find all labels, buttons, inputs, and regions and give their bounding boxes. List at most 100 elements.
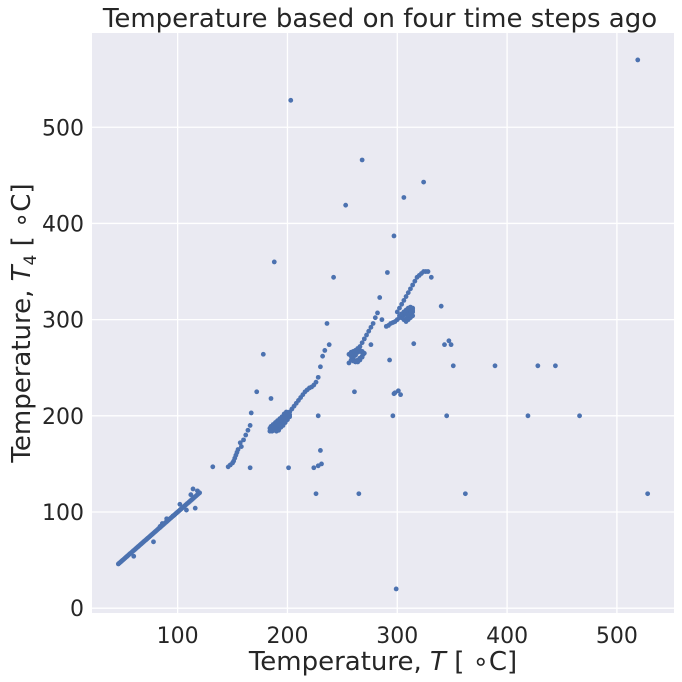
data-point xyxy=(370,321,376,326)
x-tick-label: 400 xyxy=(486,624,528,649)
data-point xyxy=(151,539,156,545)
data-point xyxy=(359,340,365,346)
data-point xyxy=(318,364,323,370)
data-point xyxy=(401,297,407,303)
data-point xyxy=(237,440,243,446)
data-point xyxy=(410,305,416,311)
data-point xyxy=(446,338,452,344)
data-points xyxy=(115,57,651,592)
data-point xyxy=(245,427,251,433)
data-point xyxy=(326,342,332,348)
data-point xyxy=(395,388,401,394)
data-point xyxy=(248,410,254,416)
data-point xyxy=(361,336,367,342)
data-point xyxy=(188,492,194,498)
data-point xyxy=(372,315,378,321)
data-point xyxy=(260,351,266,357)
data-point xyxy=(356,491,362,497)
y-tick-label: 100 xyxy=(42,501,84,526)
y-axis-title: Temperature, T4 [ ∘C] xyxy=(7,183,41,463)
data-point xyxy=(405,290,411,296)
x-tick-labels: 100 200 300 400 500 xyxy=(157,624,638,649)
data-point xyxy=(170,513,176,519)
data-point xyxy=(403,294,409,299)
data-point xyxy=(393,586,399,592)
data-point xyxy=(159,521,165,526)
x-tick-label: 100 xyxy=(157,624,199,649)
data-point xyxy=(397,305,402,311)
data-point xyxy=(411,341,417,347)
data-point xyxy=(177,501,183,507)
x-tick-label: 200 xyxy=(266,624,308,649)
data-point xyxy=(192,505,198,511)
data-point xyxy=(462,491,468,497)
data-point xyxy=(350,358,356,364)
data-point xyxy=(210,464,216,470)
data-point xyxy=(313,491,319,497)
data-point xyxy=(391,233,397,239)
data-point xyxy=(379,317,385,323)
data-point xyxy=(247,465,253,471)
y-tick-label: 400 xyxy=(42,212,84,237)
data-point xyxy=(190,486,196,492)
data-point xyxy=(368,342,374,348)
data-point xyxy=(399,301,405,307)
data-point xyxy=(401,195,407,200)
data-point xyxy=(274,428,279,434)
data-point xyxy=(410,309,416,315)
data-point xyxy=(254,389,260,395)
data-point xyxy=(352,389,357,395)
data-point xyxy=(377,295,383,300)
data-point xyxy=(645,491,651,497)
data-point xyxy=(438,303,444,309)
data-point xyxy=(384,270,390,275)
data-point xyxy=(450,363,456,369)
data-point xyxy=(331,274,336,280)
y-tick-label: 300 xyxy=(42,309,84,334)
data-point xyxy=(318,448,323,453)
data-point xyxy=(247,423,253,428)
data-point xyxy=(322,348,328,353)
data-point xyxy=(311,465,317,471)
data-point xyxy=(442,342,447,348)
data-point xyxy=(315,374,321,380)
y-tick-label: 0 xyxy=(70,597,84,622)
data-point xyxy=(444,413,450,419)
data-point xyxy=(428,274,434,280)
data-point xyxy=(195,488,200,494)
data-point xyxy=(357,344,363,349)
data-point xyxy=(364,332,369,338)
x-axis-title: Temperature, T [ ∘C] xyxy=(248,647,517,677)
data-point xyxy=(184,507,189,513)
data-point xyxy=(410,282,416,288)
data-point xyxy=(313,379,319,385)
data-point xyxy=(403,319,409,324)
y-tick-label: 500 xyxy=(42,116,84,141)
data-point xyxy=(241,437,246,443)
y-tick-label: 200 xyxy=(42,405,84,430)
data-point xyxy=(131,553,137,559)
data-point xyxy=(320,353,326,359)
data-point xyxy=(525,413,531,419)
data-point xyxy=(535,363,541,369)
data-point xyxy=(271,259,277,265)
chart-title: Temperature based on four time steps ago xyxy=(102,4,657,34)
data-point xyxy=(635,57,641,63)
data-point xyxy=(366,328,372,334)
data-point xyxy=(324,321,330,326)
data-point xyxy=(368,324,374,330)
data-point xyxy=(425,269,431,274)
data-point xyxy=(243,432,249,438)
data-point xyxy=(268,396,274,401)
data-point xyxy=(315,413,321,419)
data-point xyxy=(235,447,241,452)
x-tick-label: 500 xyxy=(596,624,638,649)
data-point xyxy=(387,357,392,363)
y-tick-labels: 0 100 200 300 400 500 xyxy=(42,116,84,622)
data-point xyxy=(421,179,427,185)
data-point xyxy=(394,309,400,315)
data-point xyxy=(238,444,244,449)
data-point xyxy=(577,413,582,419)
data-point xyxy=(408,286,413,292)
data-point xyxy=(288,97,294,103)
